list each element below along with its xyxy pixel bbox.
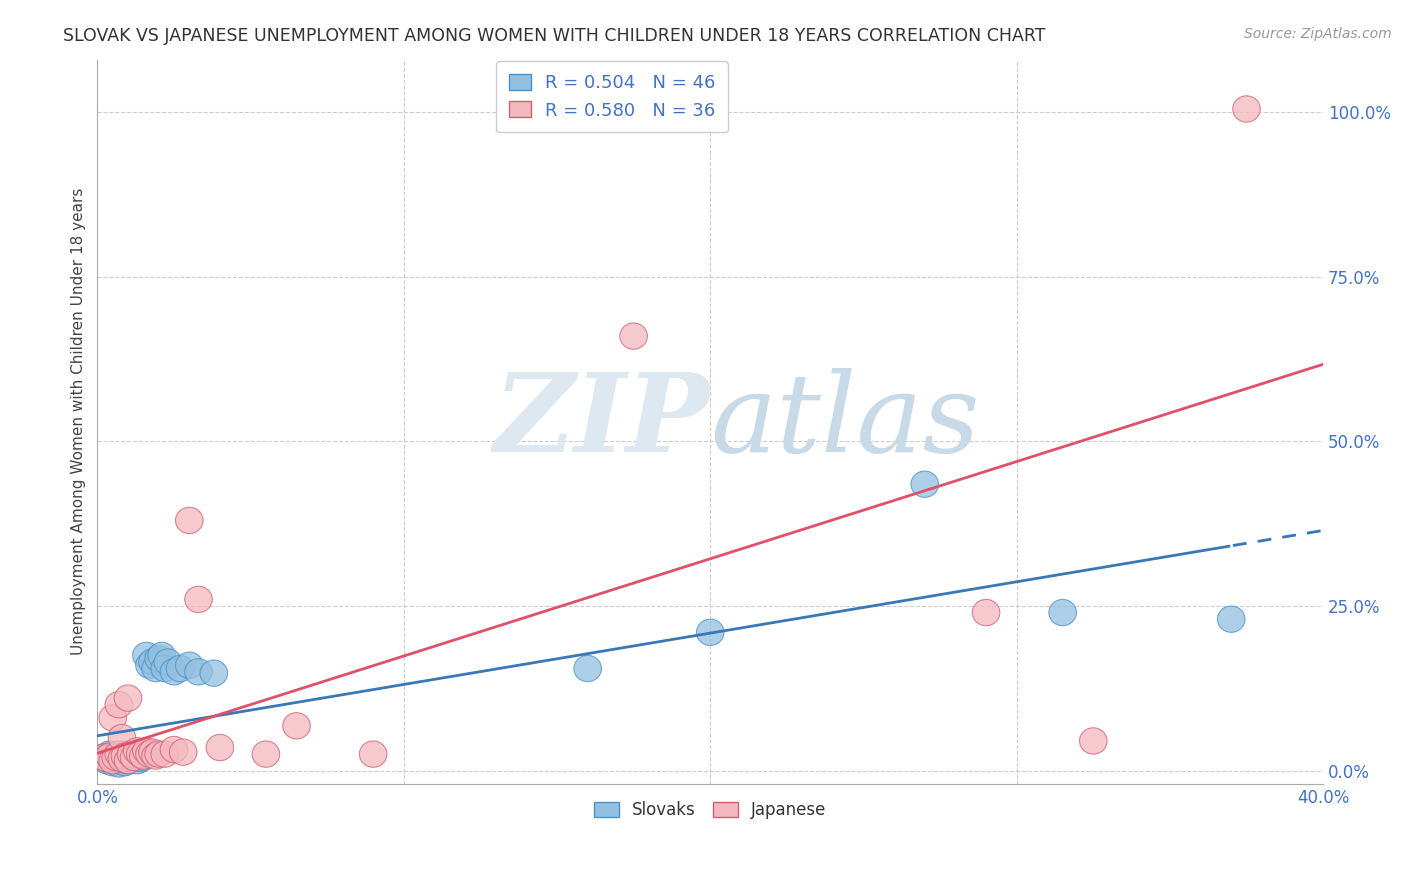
Ellipse shape [283, 713, 311, 739]
Ellipse shape [252, 741, 280, 767]
Ellipse shape [150, 741, 179, 767]
Ellipse shape [160, 658, 188, 685]
Y-axis label: Unemployment Among Women with Children Under 18 years: Unemployment Among Women with Children U… [72, 188, 86, 656]
Ellipse shape [114, 685, 142, 711]
Ellipse shape [184, 658, 212, 685]
Ellipse shape [114, 747, 142, 774]
Ellipse shape [98, 749, 127, 776]
Ellipse shape [145, 741, 173, 767]
Ellipse shape [108, 746, 135, 772]
Ellipse shape [108, 743, 135, 769]
Ellipse shape [169, 739, 197, 765]
Ellipse shape [135, 741, 163, 767]
Ellipse shape [105, 744, 132, 771]
Ellipse shape [111, 741, 139, 767]
Ellipse shape [200, 660, 228, 686]
Ellipse shape [142, 743, 169, 769]
Ellipse shape [160, 736, 188, 763]
Ellipse shape [150, 656, 179, 681]
Ellipse shape [132, 738, 160, 764]
Ellipse shape [117, 741, 145, 767]
Ellipse shape [155, 648, 181, 675]
Ellipse shape [207, 734, 233, 761]
Ellipse shape [166, 656, 194, 681]
Ellipse shape [142, 656, 169, 681]
Ellipse shape [96, 746, 124, 772]
Ellipse shape [135, 652, 163, 679]
Ellipse shape [124, 743, 150, 769]
Ellipse shape [114, 747, 142, 774]
Ellipse shape [98, 743, 127, 769]
Ellipse shape [98, 746, 127, 772]
Ellipse shape [1049, 599, 1077, 626]
Ellipse shape [121, 744, 148, 771]
Ellipse shape [129, 743, 157, 769]
Ellipse shape [1218, 606, 1244, 632]
Ellipse shape [696, 619, 724, 646]
Ellipse shape [114, 744, 142, 771]
Ellipse shape [105, 741, 132, 767]
Text: atlas: atlas [710, 368, 980, 475]
Ellipse shape [98, 705, 127, 731]
Ellipse shape [129, 744, 157, 771]
Ellipse shape [145, 646, 173, 672]
Ellipse shape [108, 724, 135, 751]
Ellipse shape [139, 739, 166, 765]
Ellipse shape [911, 471, 939, 498]
Ellipse shape [105, 691, 132, 718]
Ellipse shape [574, 656, 602, 681]
Ellipse shape [93, 743, 121, 769]
Ellipse shape [124, 747, 150, 774]
Ellipse shape [117, 746, 145, 772]
Ellipse shape [98, 747, 127, 774]
Ellipse shape [96, 743, 124, 769]
Ellipse shape [132, 642, 160, 668]
Ellipse shape [90, 744, 117, 771]
Ellipse shape [103, 744, 129, 771]
Text: Source: ZipAtlas.com: Source: ZipAtlas.com [1244, 27, 1392, 41]
Ellipse shape [121, 744, 148, 771]
Ellipse shape [127, 746, 155, 772]
Ellipse shape [111, 746, 139, 772]
Ellipse shape [108, 747, 135, 774]
Ellipse shape [973, 599, 1000, 626]
Ellipse shape [103, 744, 129, 771]
Ellipse shape [90, 744, 117, 771]
Ellipse shape [176, 508, 202, 533]
Ellipse shape [184, 586, 212, 613]
Ellipse shape [129, 741, 157, 767]
Ellipse shape [127, 741, 155, 767]
Ellipse shape [93, 746, 121, 772]
Ellipse shape [1233, 95, 1260, 122]
Ellipse shape [139, 648, 166, 675]
Legend: Slovaks, Japanese: Slovaks, Japanese [588, 795, 834, 826]
Ellipse shape [148, 642, 176, 668]
Ellipse shape [103, 747, 129, 774]
Ellipse shape [127, 741, 155, 767]
Ellipse shape [124, 738, 150, 764]
Ellipse shape [1080, 728, 1107, 754]
Ellipse shape [111, 749, 139, 776]
Text: ZIP: ZIP [494, 368, 710, 475]
Ellipse shape [620, 323, 647, 350]
Ellipse shape [176, 652, 202, 679]
Text: SLOVAK VS JAPANESE UNEMPLOYMENT AMONG WOMEN WITH CHILDREN UNDER 18 YEARS CORRELA: SLOVAK VS JAPANESE UNEMPLOYMENT AMONG WO… [63, 27, 1046, 45]
Ellipse shape [96, 741, 124, 767]
Ellipse shape [93, 747, 121, 774]
Ellipse shape [111, 743, 139, 769]
Ellipse shape [105, 751, 132, 777]
Ellipse shape [117, 743, 145, 769]
Ellipse shape [360, 741, 387, 767]
